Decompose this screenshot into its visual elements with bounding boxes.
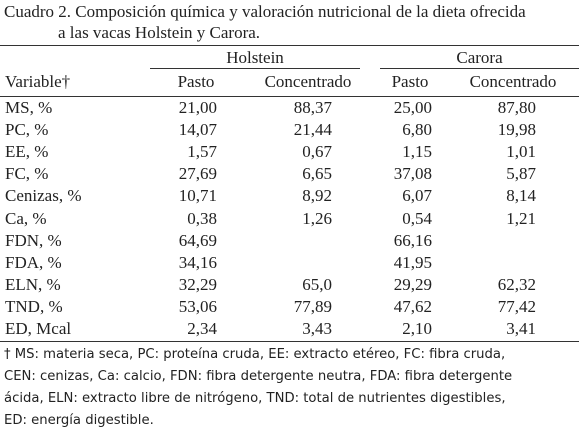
column-header: Concentrado — [469, 72, 557, 91]
row-label: FC, % — [5, 164, 49, 184]
group-header-holstein: Holstein — [226, 48, 284, 67]
table-cell: 8,14 — [506, 186, 536, 206]
header-rule — [0, 96, 579, 97]
holstein-underline — [150, 68, 360, 69]
row-label: ED, Mcal — [5, 319, 72, 338]
table-cell: 0,67 — [302, 142, 332, 162]
table-cell: 47,62 — [393, 296, 432, 316]
bottom-rule — [0, 341, 579, 342]
row-label: PC, % — [5, 120, 49, 140]
footnote-line: † MS: materia seca, PC: proteína cruda, … — [4, 347, 506, 362]
column-header: Pasto — [177, 72, 215, 91]
table-cell: 21,44 — [293, 120, 332, 140]
table-cell: 6,65 — [302, 164, 332, 184]
table-cell: 32,29 — [178, 274, 217, 294]
table-cell: 6,80 — [402, 120, 432, 140]
footnote-line: ED: energía digestible. — [4, 413, 154, 428]
row-label: TND, % — [5, 296, 63, 316]
table-cell: 62,32 — [497, 274, 536, 294]
table-cell: 21,00 — [178, 98, 217, 117]
table-cell: 27,69 — [178, 164, 217, 184]
row-label: MS, % — [5, 98, 53, 117]
table-cell: 1,26 — [302, 208, 332, 228]
table-cell: 5,87 — [506, 164, 536, 184]
table-cell: 3,41 — [506, 319, 536, 338]
table-cell: 87,80 — [497, 98, 536, 117]
table-cell: 8,92 — [302, 186, 332, 206]
table-cell: 77,89 — [293, 296, 332, 316]
row-label: FDN, % — [5, 230, 62, 250]
table-cell: 14,07 — [178, 120, 217, 140]
table-cell: 1,21 — [506, 208, 536, 228]
table-caption: Cuadro 2. Composición química y valoraci… — [4, 1, 576, 43]
row-label: EE, % — [5, 142, 49, 162]
group-header-carora: Carora — [456, 48, 503, 67]
table-cell: 65,0 — [302, 274, 332, 294]
table-cell: 25,00 — [393, 98, 432, 117]
variable-header: Variable† — [5, 72, 71, 91]
caption-line-2: a las vacas Holstein y Carora. — [58, 23, 261, 42]
table-cell: 0,38 — [187, 208, 217, 228]
column-header: Concentrado — [264, 72, 352, 91]
table-cell: 19,98 — [497, 120, 536, 140]
table-cell: 6,07 — [402, 186, 432, 206]
column-header: Pasto — [391, 72, 429, 91]
footnote: † MS: materia seca, PC: proteína cruda, … — [4, 344, 578, 432]
row-label: Ca, % — [5, 208, 47, 228]
table-cell: 37,08 — [393, 164, 432, 184]
table-cell: 29,29 — [393, 274, 432, 294]
carora-underline — [380, 68, 579, 69]
table-cell: 88,37 — [293, 98, 332, 117]
table-cell: 64,69 — [178, 230, 217, 250]
table-cell: 53,06 — [178, 296, 217, 316]
caption-line-1: Cuadro 2. Composición química y valoraci… — [4, 2, 526, 21]
table-cell: 3,43 — [302, 319, 332, 338]
table-cell: 77,42 — [497, 296, 536, 316]
footnote-line: CEN: cenizas, Ca: calcio, FDN: fibra det… — [4, 369, 513, 384]
table-cell: 1,57 — [187, 142, 217, 162]
table-cell: 1,01 — [506, 142, 536, 162]
table-cell: 0,54 — [402, 208, 432, 228]
row-label: FDA, % — [5, 252, 62, 272]
row-label: ELN, % — [5, 274, 61, 294]
table-cell: 1,15 — [402, 142, 432, 162]
table-cell: 66,16 — [393, 230, 432, 250]
table-cell: 10,71 — [178, 186, 217, 206]
table-cell: 34,16 — [178, 252, 217, 272]
footnote-line: ácida, ELN: extracto libre de nitrógeno,… — [4, 391, 506, 406]
row-label: Cenizas, % — [5, 186, 82, 206]
table-cell: 41,95 — [393, 252, 432, 272]
table-cell: 2,10 — [402, 319, 432, 338]
table-cell: 2,34 — [187, 319, 217, 338]
top-rule — [0, 45, 579, 46]
